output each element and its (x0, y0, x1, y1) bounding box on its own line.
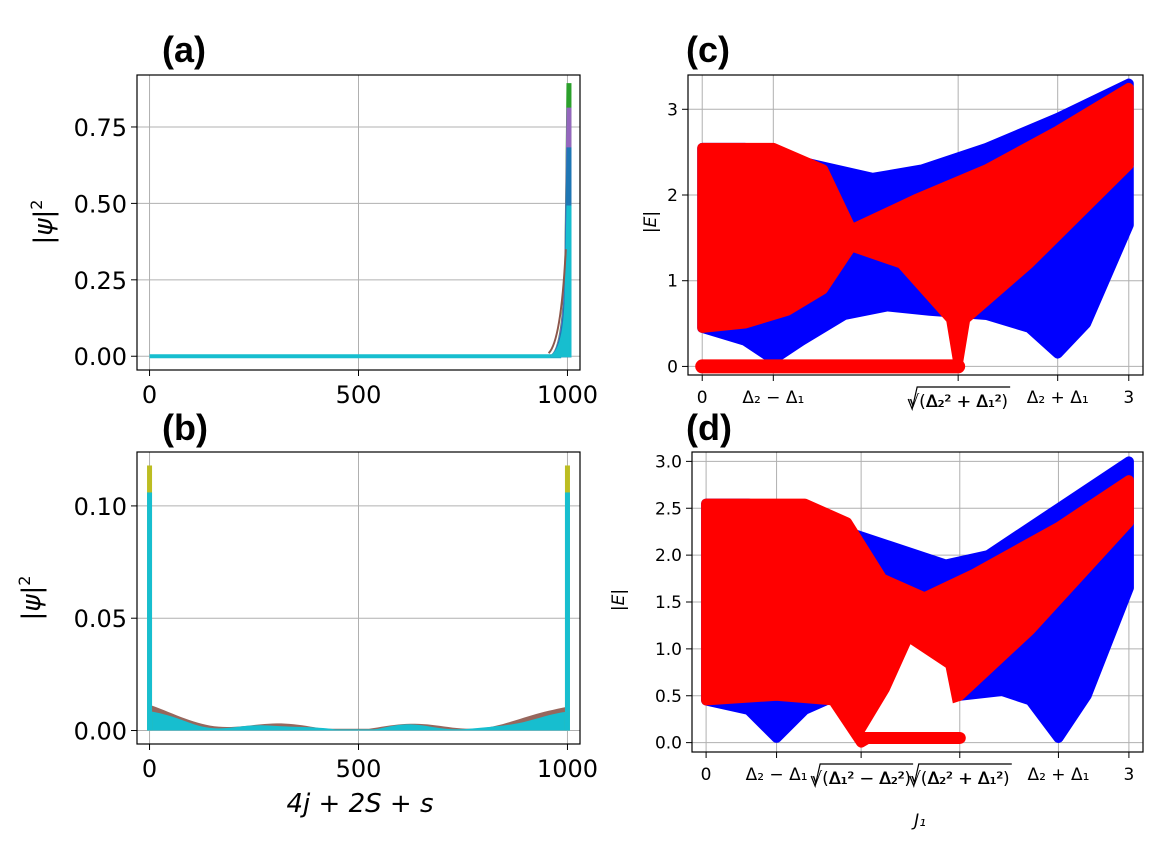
panel-b-grid (137, 452, 580, 744)
panel-a-ytick-label: 0.00 (74, 343, 127, 371)
panel-b-ticks: 0.00 0.05 0.10 0 500 1000 (74, 493, 598, 783)
panel-d-ylabel: |E| (609, 589, 629, 611)
panel-c-data (695, 78, 1134, 374)
panel-d-red-band (701, 475, 1134, 748)
panel-label-b: (b) (162, 407, 208, 448)
panel-a-xtick-label: 500 (336, 381, 382, 409)
panel-d-xtick-radical: Δ₂² + Δ₁² (909, 763, 1012, 789)
panel-a-grid (137, 75, 580, 370)
panel-a-data (149, 83, 572, 359)
panel-d-data (701, 456, 1134, 748)
panel-c-xtick-label: 3 (1123, 388, 1134, 408)
panel-d-ticks: 0.0 0.5 1.0 1.5 2.0 2.5 3.0 0 Δ₂ − Δ₁ √(Δ₁² − Δ₂²… (655, 452, 1134, 789)
panel-a-series-edge-peak-cyan (550, 205, 572, 358)
panel-b-ytick-label: 0.00 (74, 718, 127, 746)
panel-b-ylabel: |ψ|2 (15, 576, 47, 621)
panel-label-d: (d) (686, 407, 732, 448)
panel-c-plot: 0 1 2 3 0 Δ₂ − Δ₁ √(Δ₂² + Δ₁²)Δ₂² + Δ₁² Δ₂ + Δ₁… (641, 74, 1144, 412)
panel-d-xtick-label: Δ₂ − Δ₁ (746, 765, 808, 785)
panel-d-ytick-label: 1.0 (655, 640, 682, 660)
panel-b-xlabel: 4j + 2S + s (287, 789, 434, 819)
panel-d-xtick-radicand: Δ₁² − Δ₂² (829, 769, 905, 789)
panel-c-frame (687, 74, 1144, 376)
panel-d-xtick-label: √(Δ₁² − Δ₂²) (811, 769, 911, 789)
panel-a-plot: 0.00 0.25 0.50 0.75 0 500 1000 |ψ|2 (27, 74, 598, 409)
panel-c-ylabel: |E| (641, 211, 661, 233)
panel-b-xtick-label: 500 (336, 755, 382, 783)
panel-d-radical-sign (810, 763, 914, 789)
panel-c-red-band (697, 82, 1134, 368)
panel-d-gap-hole (861, 644, 960, 738)
panel-b-bulk-cyan (151, 711, 566, 731)
panel-d-xtick-radicand: Δ₂² + Δ₁² (928, 769, 1004, 789)
panel-a-ytick-label: 0.25 (74, 267, 127, 295)
panel-a-ylabel: |ψ|2 (27, 200, 59, 245)
panel-d-ytick-label: 0.5 (655, 687, 682, 707)
panel-a-ytick-label: 0.50 (74, 190, 127, 218)
panel-d-plot: 0.0 0.5 1.0 1.5 2.0 2.5 3.0 0 Δ₂ − Δ₁ √(Δ₁² − Δ₂²… (609, 451, 1144, 831)
panel-c-ytick-label: 2 (667, 186, 678, 206)
panel-b-plot: 0.00 0.05 0.10 0 500 1000 |ψ|2 4j + 2S + s (15, 451, 598, 819)
panel-a-xtick-label: 0 (142, 381, 157, 409)
panel-c-ytick-label: 0 (667, 357, 678, 377)
panel-c-xtick-radicand: Δ₂² + Δ₁² (926, 392, 1002, 412)
panel-d-xtick-label: Δ₂ + Δ₁ (1027, 765, 1089, 785)
panel-c-xtick-radical: Δ₂² + Δ₁² (907, 386, 1011, 412)
panel-c-ytick-label: 1 (667, 272, 678, 292)
panel-d-ytick-label: 3.0 (655, 452, 682, 472)
panel-d-xtick-label: 0 (701, 765, 712, 785)
panel-d-ytick-label: 2.5 (655, 499, 682, 519)
panel-b-xtick-label: 0 (142, 755, 157, 783)
panel-d-xtick-label: 3 (1123, 765, 1134, 785)
panel-b-peak-cyan (564, 492, 570, 731)
panel-label-c: (c) (686, 29, 730, 70)
panel-d-xtick-label: √(Δ₂² + Δ₁²) (910, 769, 1010, 789)
panel-c-xtick-label: Δ₂ − Δ₁ (742, 388, 804, 408)
panel-b-ytick-label: 0.10 (74, 493, 127, 521)
panel-c-ticks: 0 1 2 3 0 Δ₂ − Δ₁ √(Δ₂² + Δ₁²)Δ₂² + Δ₁² Δ₂ + Δ₁… (667, 100, 1134, 412)
panel-a-ytick-label: 0.75 (74, 114, 127, 142)
panel-d-ytick-label: 1.5 (655, 593, 682, 613)
panel-b-peak-cyan (147, 492, 153, 731)
panel-c-xtick-label: Δ₂ + Δ₁ (1027, 388, 1089, 408)
panel-d-ytick-label: 0.0 (655, 734, 682, 754)
panel-c-radical-sign (907, 386, 1011, 412)
panel-b-data (147, 465, 570, 731)
panel-c-xtick-label: 0 (697, 388, 708, 408)
panel-c-xtick-label: √(Δ₂² + Δ₁²) (908, 392, 1008, 412)
panel-a-xtick-label: 1000 (537, 381, 598, 409)
panel-a-ticks: 0.00 0.25 0.50 0.75 0 500 1000 (74, 114, 598, 409)
panel-label-a: (a) (162, 29, 206, 70)
panel-c-ytick-label: 3 (667, 100, 678, 120)
panel-d-xlabel: J₁ (911, 811, 926, 831)
panel-a-series-trace (547, 249, 567, 354)
panel-d-xtick-radical: Δ₁² − Δ₂² (810, 763, 914, 789)
panel-b-xtick-label: 1000 (537, 755, 598, 783)
panel-b-ytick-label: 0.05 (74, 605, 127, 633)
panel-d-ytick-label: 2.0 (655, 546, 682, 566)
panel-d-radical-sign (909, 763, 1012, 789)
